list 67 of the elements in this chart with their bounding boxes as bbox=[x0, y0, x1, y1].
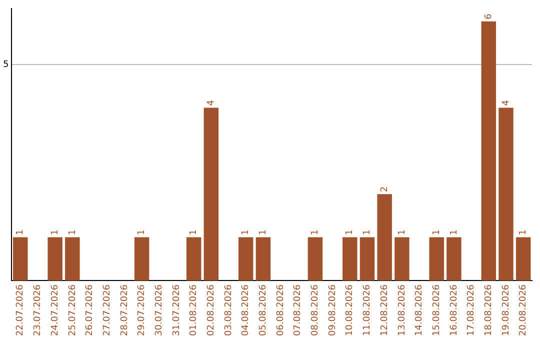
data-label: 1 bbox=[310, 230, 321, 236]
data-label: 1 bbox=[241, 230, 252, 236]
x-tick-label: 08.08.2026 bbox=[310, 284, 321, 336]
x-tick-label: 23.07.2026 bbox=[33, 284, 44, 336]
x-tick-label: 03.08.2026 bbox=[224, 284, 234, 336]
bar bbox=[429, 237, 444, 280]
x-tick-label: 26.07.2026 bbox=[85, 284, 96, 336]
data-label: 1 bbox=[16, 230, 26, 236]
x-tick-label: 14.08.2026 bbox=[414, 284, 425, 336]
bar bbox=[308, 237, 323, 280]
data-label: 2 bbox=[380, 186, 390, 192]
bar bbox=[342, 237, 358, 280]
x-tick-label: 18.08.2026 bbox=[484, 284, 494, 336]
bar bbox=[498, 108, 514, 280]
x-tick-label: 27.07.2026 bbox=[102, 284, 112, 336]
data-label: 1 bbox=[68, 230, 78, 236]
x-tick-label: 28.07.2026 bbox=[120, 284, 130, 336]
x-tick-label: 30.07.2026 bbox=[154, 284, 164, 336]
x-tick-label: 17.08.2026 bbox=[466, 284, 477, 336]
bar bbox=[360, 237, 375, 280]
data-label: 1 bbox=[345, 230, 356, 236]
data-label: 1 bbox=[189, 230, 200, 236]
data-label: 4 bbox=[501, 100, 512, 106]
x-tick-label: 29.07.2026 bbox=[137, 284, 148, 336]
bar bbox=[516, 237, 531, 280]
x-tick-label: 11.08.2026 bbox=[362, 284, 373, 336]
x-tick-label: 12.08.2026 bbox=[380, 284, 390, 336]
data-label: 1 bbox=[518, 230, 529, 236]
data-label: 1 bbox=[258, 230, 269, 236]
data-label: 1 bbox=[50, 230, 60, 236]
x-tick-label: 16.08.2026 bbox=[449, 284, 460, 336]
x-tick-label: 31.07.2026 bbox=[172, 284, 182, 336]
data-label: 1 bbox=[362, 230, 373, 236]
x-tick-label: 02.08.2026 bbox=[206, 284, 217, 336]
data-label: 1 bbox=[432, 230, 442, 236]
bar bbox=[256, 237, 271, 280]
data-label: 6 bbox=[484, 13, 494, 20]
x-tick-label: 07.08.2026 bbox=[293, 284, 304, 336]
data-label: 4 bbox=[206, 100, 217, 106]
x-tick-label: 15.08.2026 bbox=[432, 284, 442, 336]
bar bbox=[186, 237, 202, 280]
x-tick-label: 06.08.2026 bbox=[276, 284, 286, 336]
x-tick-label: 05.08.2026 bbox=[258, 284, 269, 336]
data-label: 1 bbox=[137, 230, 148, 236]
x-tick-label: 13.08.2026 bbox=[397, 284, 408, 336]
bar bbox=[446, 237, 462, 280]
data-label: 1 bbox=[449, 230, 460, 236]
x-tick-label: 20.08.2026 bbox=[518, 284, 529, 336]
x-tick-label: 25.07.2026 bbox=[68, 284, 78, 336]
bar bbox=[377, 194, 392, 280]
bar bbox=[48, 237, 62, 280]
y-tick-label: 5 bbox=[2, 60, 9, 70]
x-tick-label: 10.08.2026 bbox=[345, 284, 356, 336]
bar bbox=[481, 21, 496, 280]
bar bbox=[394, 237, 410, 280]
x-tick-label: 01.08.2026 bbox=[189, 284, 200, 336]
bar bbox=[13, 237, 28, 280]
x-tick-label: 04.08.2026 bbox=[241, 284, 252, 336]
bar bbox=[204, 108, 219, 280]
bar bbox=[134, 237, 150, 280]
x-tick-label: 09.08.2026 bbox=[328, 284, 338, 336]
bar bbox=[65, 237, 80, 280]
x-tick-label: 22.07.2026 bbox=[16, 284, 26, 336]
data-label: 1 bbox=[397, 230, 408, 236]
x-tick-label: 24.07.2026 bbox=[50, 284, 60, 336]
x-tick-label: 19.08.2026 bbox=[501, 284, 512, 336]
bar bbox=[238, 237, 254, 280]
